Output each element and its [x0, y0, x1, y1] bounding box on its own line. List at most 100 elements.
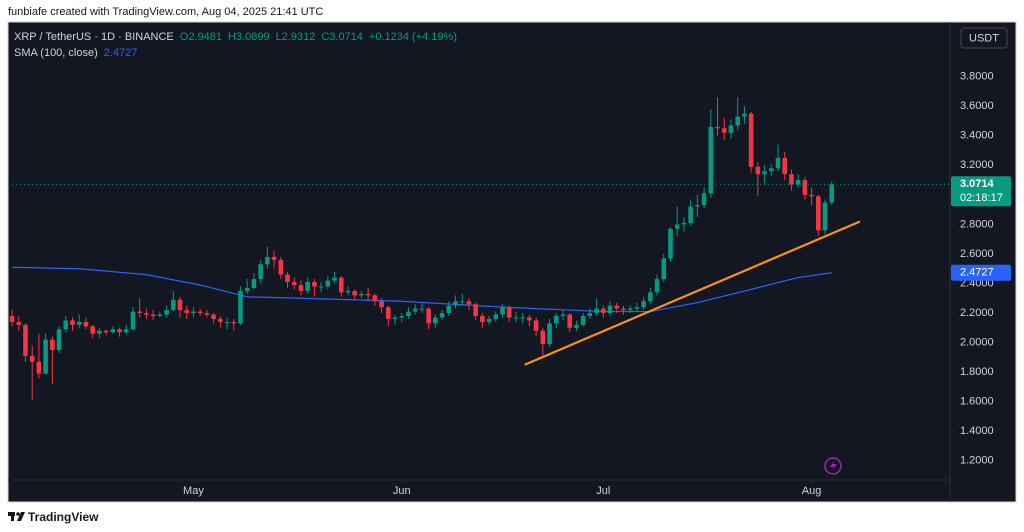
- candle-body: [634, 307, 640, 309]
- candle-body: [533, 320, 539, 331]
- candle-body: [439, 313, 445, 318]
- candle-body: [224, 321, 230, 323]
- candle-body: [621, 308, 626, 311]
- candle-body: [103, 330, 109, 333]
- y-tick-label: 1.4000: [960, 425, 994, 437]
- candle-body: [312, 282, 317, 287]
- sma-badge-label: 2.4727: [960, 267, 994, 279]
- candle-body: [298, 284, 304, 291]
- x-tick-label: Jun: [393, 485, 411, 497]
- candle-body: [681, 222, 687, 225]
- candle-body: [459, 301, 465, 303]
- candle-body: [130, 311, 136, 330]
- candle-body: [614, 305, 620, 309]
- candle-body: [117, 329, 122, 333]
- candle-body: [775, 157, 781, 169]
- candle-body: [406, 311, 411, 317]
- candle-body: [627, 308, 633, 311]
- candle-body: [184, 310, 190, 314]
- logo: [8, 512, 25, 521]
- legend-value: C3.0714: [321, 31, 363, 43]
- candle-body: [144, 313, 149, 315]
- candle-body: [191, 311, 196, 314]
- y-tick-label: 2.0000: [960, 337, 994, 349]
- candle-body: [150, 314, 156, 317]
- currency-button[interactable]: [960, 27, 1008, 49]
- candle-body: [809, 194, 814, 197]
- x-tick-label: Jul: [596, 485, 610, 497]
- candle-body: [580, 316, 586, 325]
- sma-name: SMA (100, close): [14, 47, 98, 59]
- logo-part: [16, 512, 20, 516]
- countdown-label: 02:18:17: [960, 192, 1003, 204]
- candle-body: [735, 116, 740, 126]
- candle-body: [822, 202, 828, 231]
- candle-body: [211, 314, 216, 319]
- candle-body: [157, 314, 163, 317]
- y-tick-label: 2.6000: [960, 248, 994, 260]
- candle-body: [728, 125, 734, 133]
- candle-body: [553, 316, 559, 324]
- candle-body: [829, 184, 835, 203]
- alert-icon[interactable]: [824, 457, 842, 475]
- symbol: XRP / TetherUS · 1D · BINANCE: [14, 31, 174, 43]
- candle-body: [385, 307, 391, 319]
- legend-row: XRP / TetherUS · 1D · BINANCE O2.9481 H3.…: [14, 31, 457, 43]
- candle-body: [668, 228, 673, 259]
- footer-brand: TradingView: [28, 510, 99, 524]
- candle-body: [204, 313, 210, 315]
- candle-body: [500, 307, 505, 315]
- candle-body: [318, 286, 324, 288]
- candle-body: [76, 321, 82, 325]
- y-tick-label: 3.4000: [960, 130, 994, 142]
- candle-body: [748, 113, 754, 167]
- candle-body: [607, 305, 613, 314]
- candle-body: [768, 168, 774, 172]
- candle-body: [654, 279, 660, 293]
- x-tick-label: May: [183, 485, 204, 497]
- candle-body: [755, 166, 761, 175]
- currency-label[interactable]: USDT: [969, 32, 999, 44]
- candle-body: [137, 311, 142, 314]
- candle-body: [574, 324, 579, 328]
- logo-part: [17, 512, 25, 521]
- candle-body: [345, 290, 351, 293]
- candle-body: [238, 290, 243, 324]
- y-tick-label: 1.6000: [960, 396, 994, 408]
- candle-body: [50, 339, 55, 350]
- candle-body: [359, 293, 364, 296]
- candle-body: [97, 330, 102, 334]
- chart-panel: [7, 21, 1017, 503]
- candle-body: [251, 279, 257, 288]
- candle-body: [36, 361, 42, 374]
- candle-body: [392, 317, 398, 319]
- legend-value: H3.0899: [227, 31, 270, 43]
- candle-body: [674, 224, 680, 229]
- candle-body: [63, 320, 69, 330]
- candle-body: [641, 301, 646, 308]
- candle-body: [506, 307, 512, 318]
- sma-line: [12, 266, 832, 313]
- last-price-badge: [951, 176, 1011, 207]
- candle-body: [782, 157, 788, 175]
- candle-body: [762, 171, 767, 175]
- candle-body: [110, 329, 116, 333]
- candle-body: [218, 318, 223, 322]
- candle-body: [278, 259, 284, 275]
- candle-body: [365, 293, 371, 296]
- candle-body: [466, 301, 472, 305]
- y-tick-label: 3.6000: [960, 100, 994, 112]
- candle-body: [426, 308, 431, 324]
- candle-body: [587, 313, 593, 317]
- y-tick-label: 3.2000: [960, 159, 994, 171]
- candle-body: [688, 206, 693, 223]
- candle-body: [9, 316, 15, 322]
- candle-body: [816, 196, 821, 231]
- legend-value: O2.9481: [179, 31, 222, 43]
- candle-body: [701, 193, 707, 206]
- candle-body: [493, 314, 499, 319]
- candle-body: [480, 316, 485, 322]
- candle-body: [258, 264, 263, 280]
- alert-bolt: [830, 460, 837, 472]
